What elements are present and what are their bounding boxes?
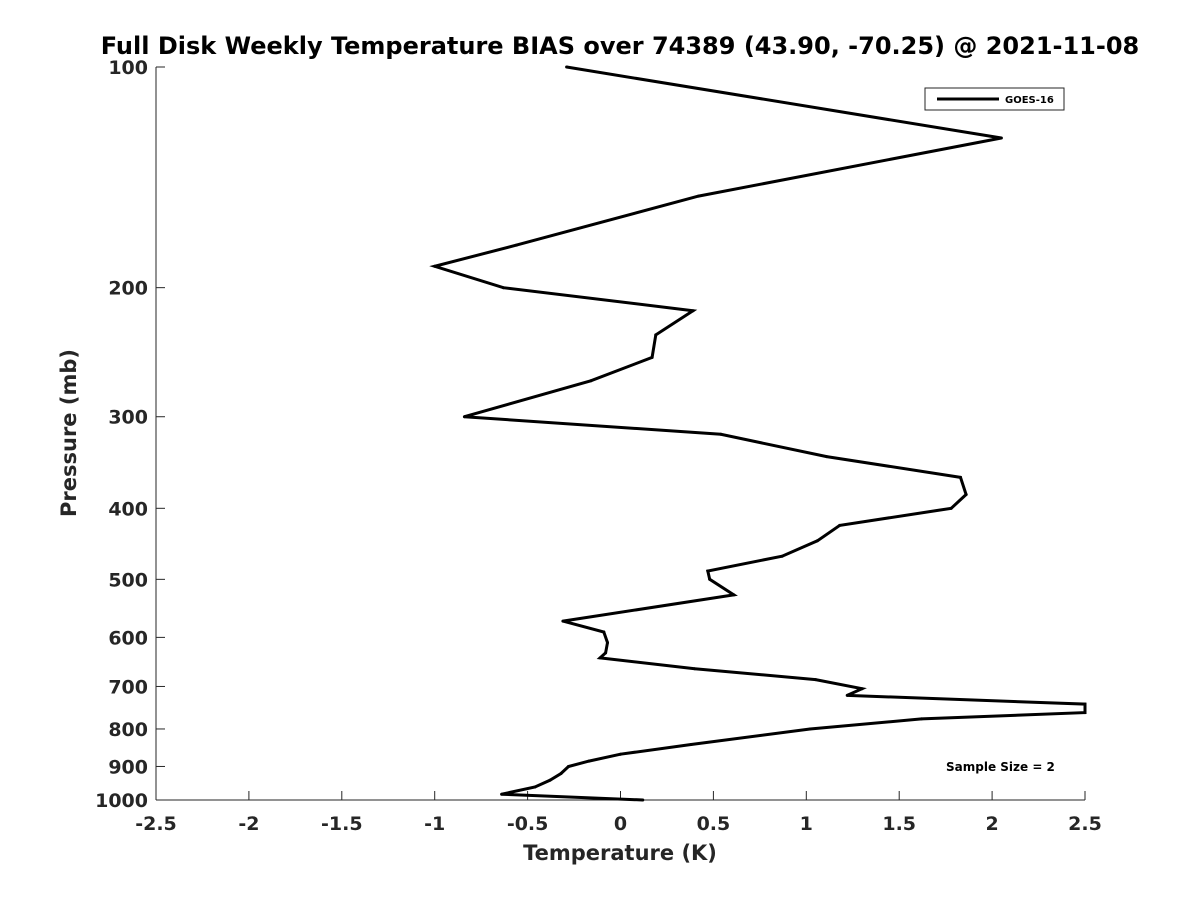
x-tick-label: -2.5 xyxy=(135,813,177,835)
data-point xyxy=(641,798,645,802)
x-tick-label: 0.5 xyxy=(697,813,731,835)
data-point xyxy=(708,577,712,581)
x-tick-label: 1.5 xyxy=(882,813,916,835)
data-point xyxy=(602,630,606,634)
data-point xyxy=(587,759,591,763)
y-tick-label: 300 xyxy=(108,407,148,429)
data-point xyxy=(1083,711,1087,715)
y-tick-label: 600 xyxy=(108,627,148,649)
data-point xyxy=(845,693,849,697)
data-point xyxy=(501,286,505,290)
data-point xyxy=(462,415,466,419)
data-point xyxy=(654,333,658,337)
data-point xyxy=(959,475,962,479)
data-point xyxy=(719,432,723,436)
data-point xyxy=(838,523,842,527)
data-point xyxy=(433,264,437,268)
x-tick-label: -1.5 xyxy=(321,813,363,835)
y-axis-ticks: 100 200 300 400 500 600 700 800 900 1000 xyxy=(95,57,165,812)
legend-label-goes16: GOES-16 xyxy=(1005,95,1054,106)
data-point xyxy=(515,243,518,247)
data-point xyxy=(548,778,552,782)
data-point xyxy=(619,752,622,756)
data-point xyxy=(697,194,700,198)
legend: GOES-16 xyxy=(924,87,1065,111)
data-point xyxy=(604,651,608,655)
chart-title: Full Disk Weekly Temperature BIAS over 7… xyxy=(101,32,1140,60)
data-point xyxy=(693,667,697,671)
data-point xyxy=(533,785,537,789)
y-tick-label: 1000 xyxy=(95,790,148,812)
x-tick-label: -0.5 xyxy=(507,813,549,835)
data-point xyxy=(814,678,818,682)
data-point xyxy=(689,743,693,746)
data-point xyxy=(780,554,784,558)
data-point xyxy=(808,727,812,731)
data-point xyxy=(567,765,570,768)
data-point xyxy=(732,593,736,597)
data-point xyxy=(920,717,923,721)
data-point xyxy=(825,455,829,459)
data-point xyxy=(691,309,695,313)
y-tick-label: 800 xyxy=(108,719,148,741)
y-tick-label: 900 xyxy=(108,756,148,778)
sample-size-annotation: Sample Size = 2 xyxy=(946,760,1055,774)
data-point xyxy=(565,65,569,69)
data-point xyxy=(589,379,593,383)
y-tick-label: 200 xyxy=(108,278,148,300)
data-point xyxy=(606,641,609,645)
data-point xyxy=(860,687,864,691)
x-tick-label: 1 xyxy=(800,813,813,835)
series-line-goes16 xyxy=(429,65,1087,802)
series-layer xyxy=(429,65,1087,802)
data-point xyxy=(559,772,563,775)
data-point xyxy=(949,506,953,510)
y-tick-label: 500 xyxy=(108,569,148,591)
plot-axes xyxy=(155,67,1085,801)
data-point xyxy=(815,539,819,543)
x-tick-label: -2 xyxy=(238,813,259,835)
x-axis-ticks: -2.5 -2 -1.5 -1 -0.5 0 0.5 1 1.5 2 2.5 xyxy=(135,791,1102,835)
x-tick-label: 2 xyxy=(985,813,998,835)
y-axis-label: Pressure (mb) xyxy=(57,349,81,517)
y-tick-label: 400 xyxy=(108,498,148,520)
data-point xyxy=(561,619,565,623)
x-axis-label: Temperature (K) xyxy=(523,841,717,865)
y-tick-label: 700 xyxy=(108,676,148,698)
x-tick-label: -1 xyxy=(424,813,445,835)
x-tick-label: 2.5 xyxy=(1068,813,1102,835)
data-point xyxy=(706,569,710,573)
data-point xyxy=(964,493,968,496)
x-tick-label: 0 xyxy=(614,813,627,835)
data-point xyxy=(500,792,504,796)
data-point xyxy=(1083,702,1087,706)
y-tick-label: 100 xyxy=(108,57,148,79)
data-point xyxy=(650,355,654,359)
data-point xyxy=(999,136,1003,140)
data-point xyxy=(598,656,602,660)
